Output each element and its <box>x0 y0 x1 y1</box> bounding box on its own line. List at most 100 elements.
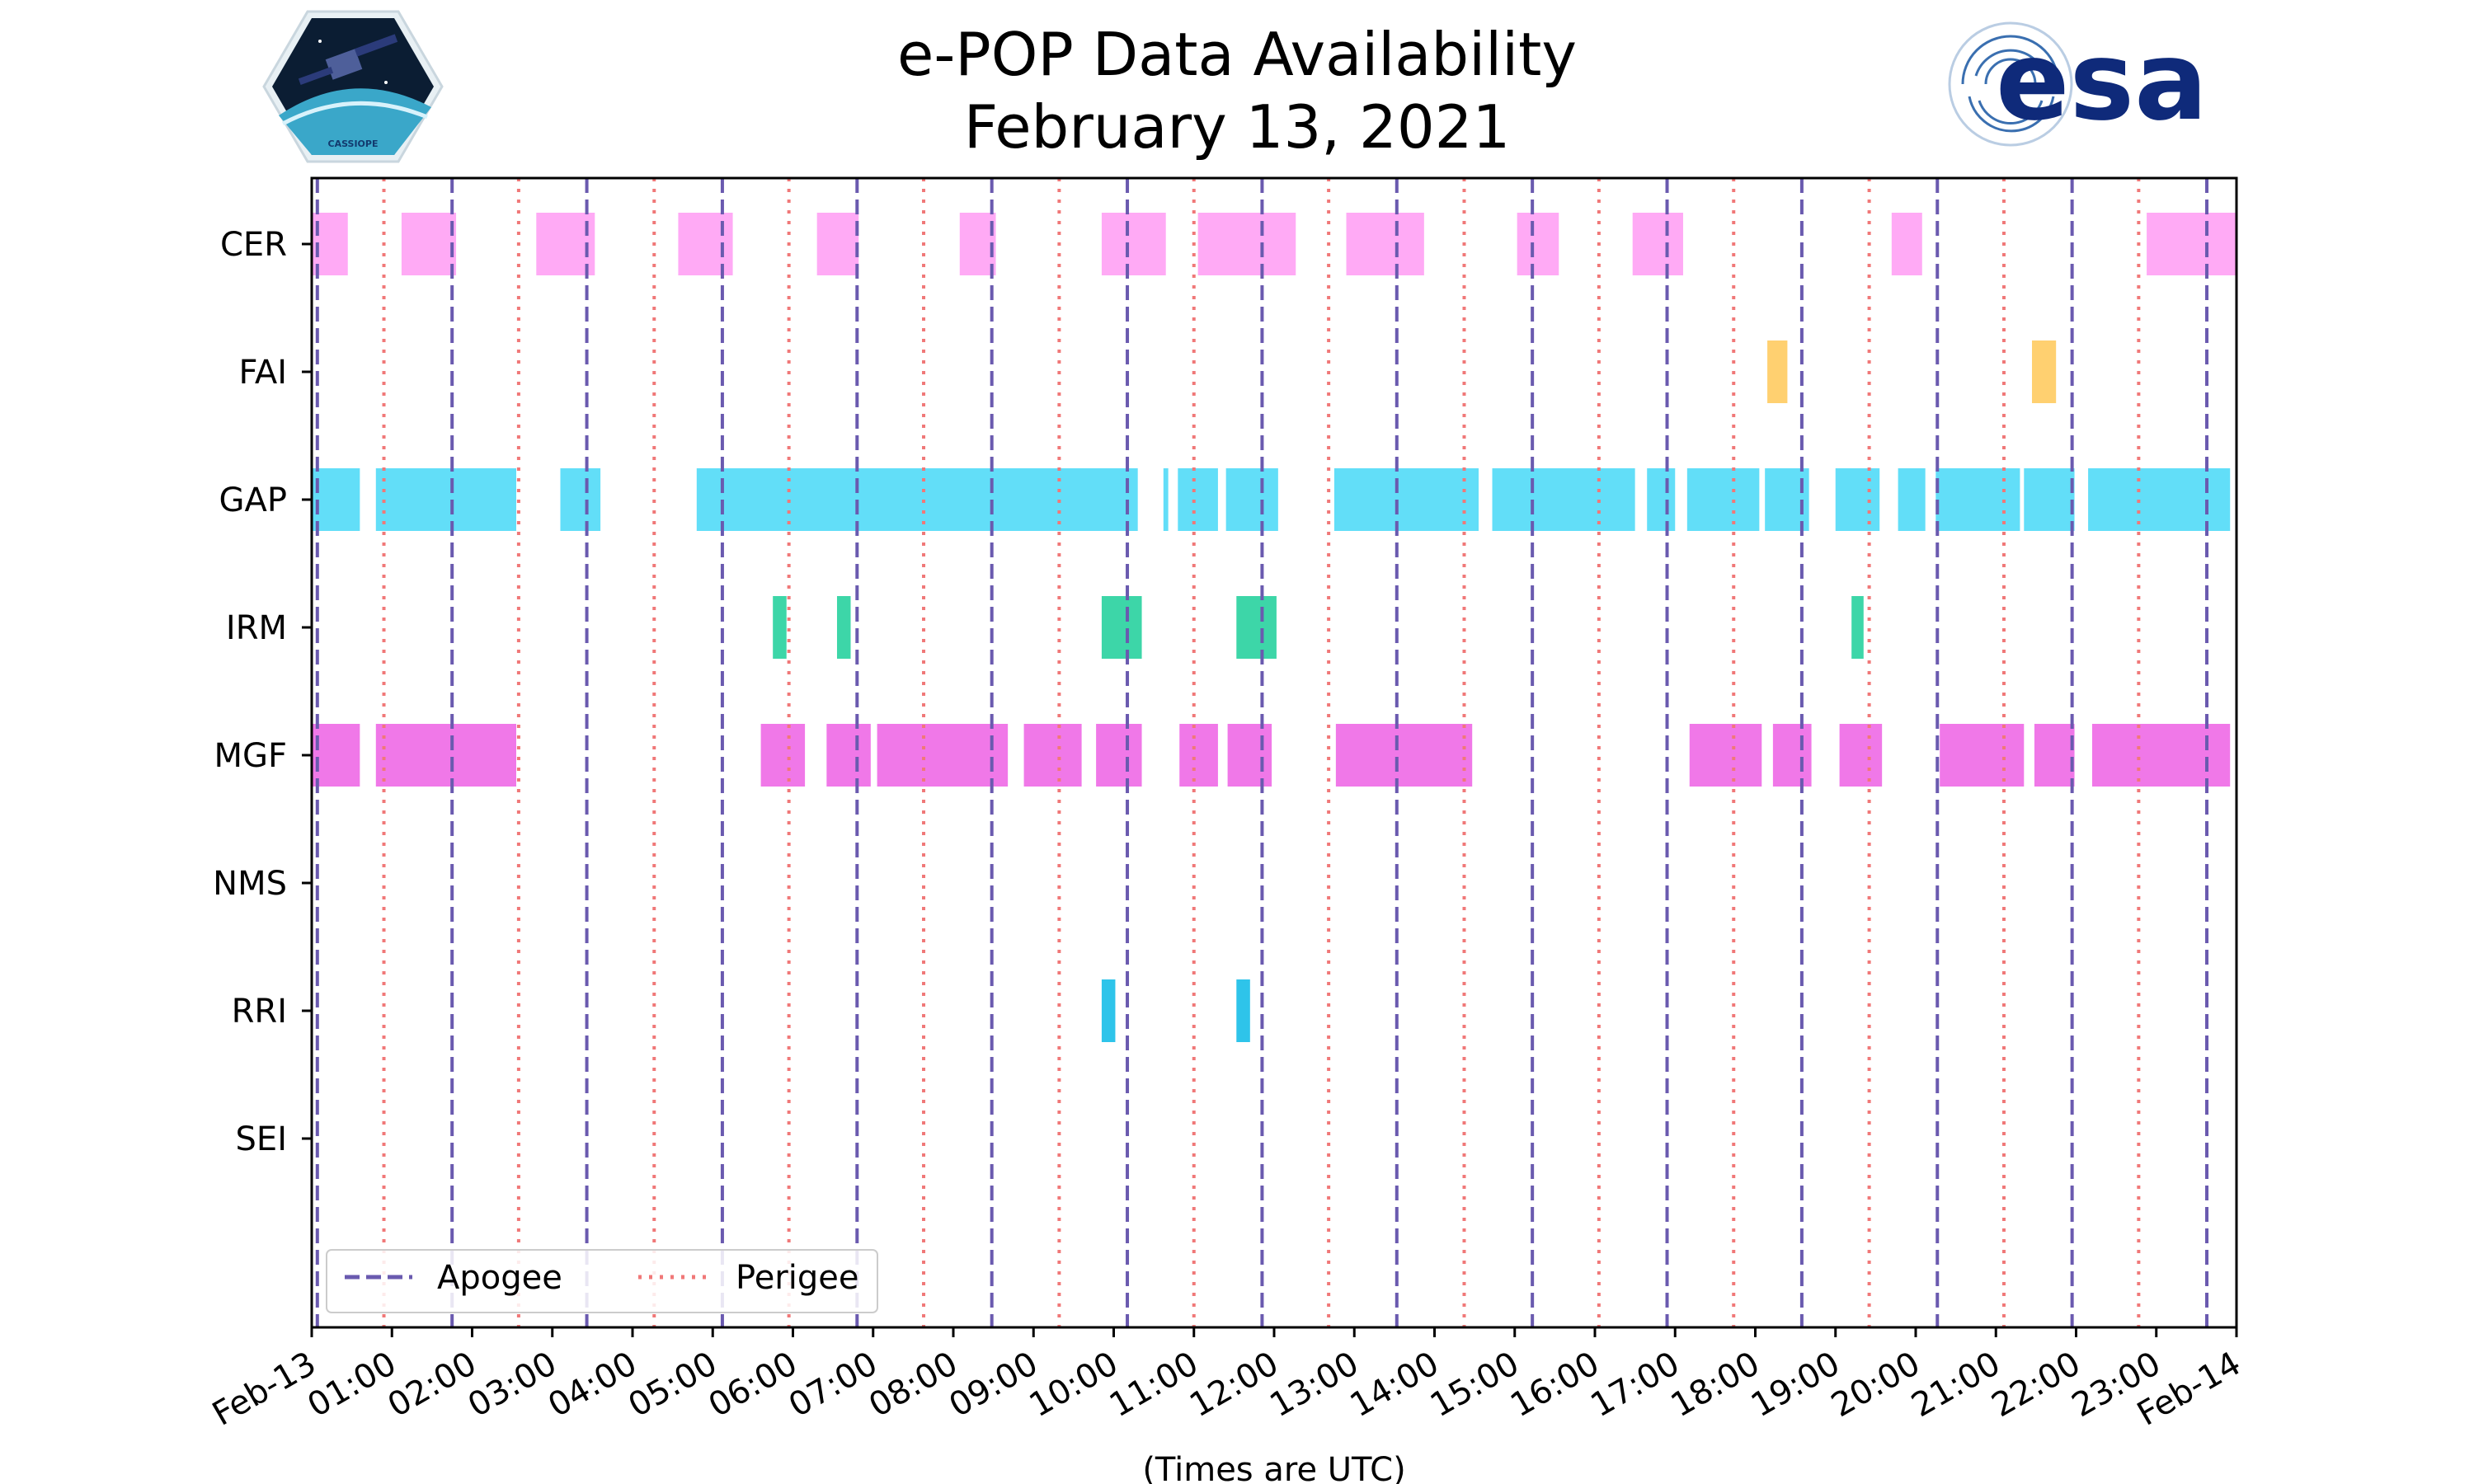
bar-mgf <box>826 724 871 787</box>
bar-rri <box>1236 979 1250 1042</box>
x-axis: Feb-1301:0002:0003:0004:0005:0006:0007:0… <box>206 1327 2247 1434</box>
x-tick-label: 16:00 <box>1504 1345 1606 1425</box>
title-line-1: e-POP Data Availability <box>897 20 1577 89</box>
bar-cer <box>401 213 457 275</box>
bar-mgf <box>760 724 806 787</box>
bar-irm <box>836 596 851 659</box>
x-tick-label: 05:00 <box>622 1345 723 1425</box>
bar-gap <box>375 468 516 531</box>
x-tick-label: 20:00 <box>1825 1345 1926 1425</box>
bar-gap <box>2088 468 2231 531</box>
bar-cer <box>1891 213 1922 275</box>
x-tick-label: 21:00 <box>1905 1345 2006 1425</box>
bar-mgf <box>1227 724 1272 787</box>
bar-gap <box>2024 468 2075 531</box>
bar-mgf <box>1772 724 1812 787</box>
x-tick-label: 13:00 <box>1263 1345 1365 1425</box>
y-tick-label: SEI <box>236 1120 287 1158</box>
bar-rri <box>1101 979 1116 1042</box>
x-tick-label: 17:00 <box>1584 1345 1686 1425</box>
bar-gap <box>1492 468 1635 531</box>
y-tick-label: GAP <box>219 481 287 519</box>
y-tick-label: RRI <box>232 993 287 1031</box>
x-tick-label: 19:00 <box>1745 1345 1846 1425</box>
cassiope-logo: CASSIOPE <box>262 10 444 163</box>
y-tick-label: MGF <box>214 737 287 775</box>
bar-mgf <box>312 724 360 787</box>
bar-mgf <box>2091 724 2231 787</box>
bar-irm <box>1101 596 1142 659</box>
x-tick-label: 18:00 <box>1665 1345 1766 1425</box>
bar-irm <box>1236 596 1277 659</box>
bar-gap <box>696 468 1138 531</box>
legend-apogee-label: Apogee <box>437 1259 562 1297</box>
bar-cer <box>1197 213 1296 275</box>
x-tick-label: 03:00 <box>462 1345 563 1425</box>
availability-bars <box>312 213 2236 1042</box>
bar-mgf <box>2034 724 2075 787</box>
y-axis: CER FAI GAP IRM MGF NMS RRI SEI <box>213 226 312 1158</box>
bar-gap <box>1935 468 2020 531</box>
x-tick-label: 07:00 <box>783 1345 884 1425</box>
bar-gap <box>1163 468 1169 531</box>
bar-gap <box>560 468 601 531</box>
bar-gap <box>1686 468 1760 531</box>
bar-mgf <box>1179 724 1218 787</box>
bar-cer <box>1101 213 1166 275</box>
bar-fai <box>2032 340 2057 403</box>
x-tick-label: 01:00 <box>301 1345 402 1425</box>
bar-mgf <box>1689 724 1762 787</box>
bar-irm <box>773 596 787 659</box>
x-axis-label: (Times are UTC) <box>1142 1451 1405 1484</box>
x-tick-label: 08:00 <box>863 1345 964 1425</box>
legend-perigee-label: Perigee <box>736 1259 858 1297</box>
bar-gap <box>1647 468 1676 531</box>
chart-title: e-POP Data Availability February 13, 202… <box>0 18 2474 163</box>
bar-mgf <box>1839 724 1883 787</box>
x-tick-label: 02:00 <box>382 1345 483 1425</box>
bar-cer <box>1346 213 1424 275</box>
legend-box <box>326 1249 878 1313</box>
bar-gap <box>1898 468 1926 531</box>
orbit-lines <box>315 178 2209 1327</box>
x-tick-label: 06:00 <box>703 1345 804 1425</box>
bar-cer <box>959 213 996 275</box>
esa-logo-text: esa <box>1996 18 2208 145</box>
bar-gap <box>1225 468 1278 531</box>
bar-cer <box>1517 213 1559 275</box>
bar-fai <box>1767 340 1788 403</box>
bar-gap <box>1178 468 1218 531</box>
x-tick-label: 11:00 <box>1103 1345 1205 1425</box>
x-tick-label: 14:00 <box>1344 1345 1446 1425</box>
x-tick-label: 10:00 <box>1023 1345 1125 1425</box>
bar-mgf <box>877 724 1009 787</box>
x-tick-label: 12:00 <box>1183 1345 1285 1425</box>
bar-gap <box>1835 468 1880 531</box>
bar-gap <box>1333 468 1479 531</box>
x-tick-label: 15:00 <box>1424 1345 1526 1425</box>
bar-mgf <box>375 724 516 787</box>
bar-cer <box>1632 213 1683 275</box>
y-tick-label: IRM <box>226 609 287 647</box>
y-tick-label: FAI <box>239 354 288 392</box>
bar-cer <box>2147 213 2236 275</box>
title-line-2: February 13, 2021 <box>963 92 1511 162</box>
bar-mgf <box>1940 724 2025 787</box>
bar-mgf <box>1096 724 1142 787</box>
bar-cer <box>678 213 733 275</box>
bar-cer <box>816 213 859 275</box>
bar-gap <box>312 468 360 531</box>
x-tick-label: 09:00 <box>943 1345 1044 1425</box>
y-tick-label: CER <box>220 226 287 264</box>
bar-mgf <box>1335 724 1473 787</box>
x-tick-label: 04:00 <box>542 1345 643 1425</box>
y-tick-label: NMS <box>213 865 287 903</box>
cassiope-logo-text: CASSIOPE <box>328 139 379 149</box>
legend: Apogee Perigee <box>326 1249 878 1313</box>
x-tick-label: 22:00 <box>1986 1345 2087 1425</box>
bar-irm <box>1851 596 1864 659</box>
bar-cer <box>536 213 595 275</box>
bar-mgf <box>1023 724 1082 787</box>
esa-logo: esa <box>1948 18 2208 147</box>
